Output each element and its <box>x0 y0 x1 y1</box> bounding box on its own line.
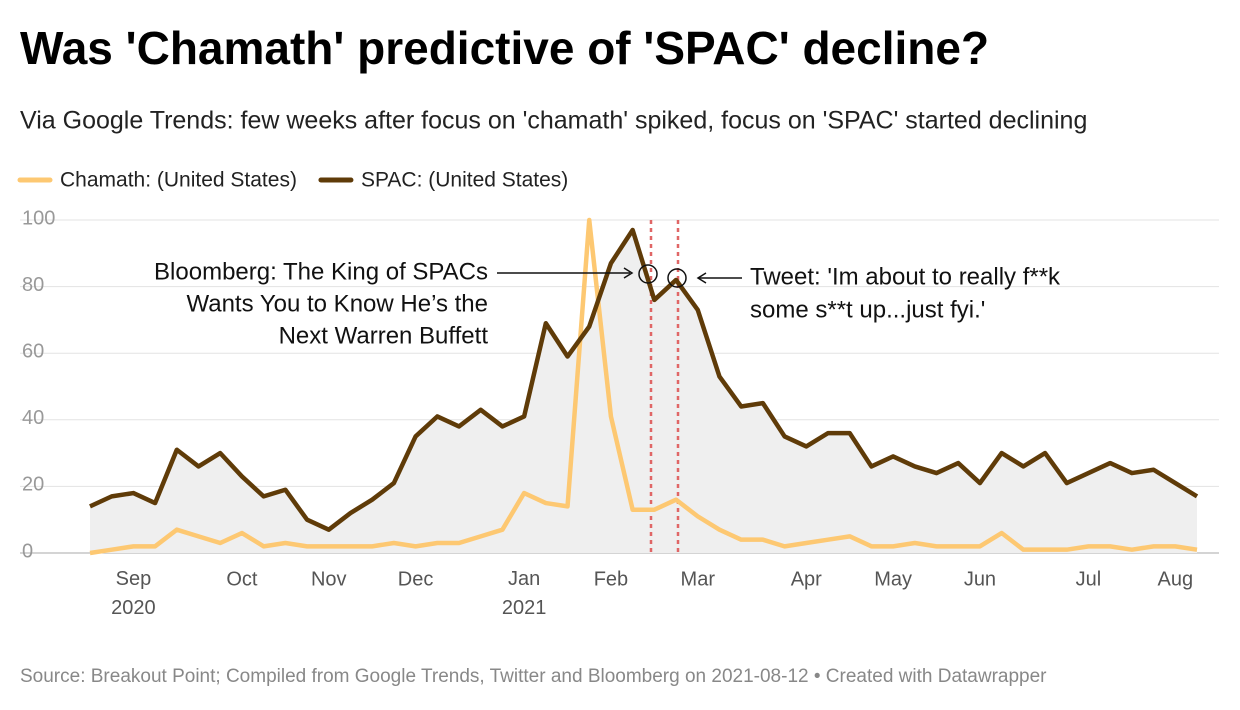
annotation-circle <box>667 268 687 288</box>
annotation-text: Tweet: 'Im about to really f**k <box>750 263 1061 290</box>
x-tick-label: Jul <box>1076 568 1102 590</box>
x-tick-label: Aug <box>1157 568 1193 590</box>
series-line <box>89 227 1199 532</box>
y-tick-label: 40 <box>22 407 44 429</box>
x-tick-label: Jan 2021 <box>502 568 547 619</box>
y-tick-label: 100 <box>22 207 55 229</box>
x-tick-label: Jun <box>964 568 996 590</box>
x-tick-label: Mar <box>681 568 716 590</box>
x-tick-label: Apr <box>791 568 822 590</box>
legend-label: SPAC: (United States) <box>361 169 568 192</box>
x-tick-label: May <box>874 568 912 590</box>
x-tick-label: Oct <box>226 568 258 590</box>
area <box>90 229 1197 554</box>
y-tick-label: 0 <box>22 540 33 562</box>
x-tick-label: Sep 2020 <box>111 568 156 619</box>
arrow-head <box>623 267 634 279</box>
annotation-text: Wants You to Know He’s the <box>186 290 488 317</box>
annotation-text: Next Warren Buffett <box>279 322 489 349</box>
chart-title: Was 'Chamath' predictive of 'SPAC' decli… <box>20 22 989 74</box>
chart-subtitle: Via Google Trends: few weeks after focus… <box>20 107 1087 135</box>
y-tick-label: 20 <box>22 474 44 496</box>
source-note: Source: Breakout Point; Compiled from Go… <box>20 666 1047 687</box>
arrow-head <box>696 272 707 284</box>
x-tick-label: Feb <box>594 568 628 590</box>
annotation-text: some s**t up...just fyi.' <box>750 296 985 323</box>
annotation-text: Bloomberg: The King of SPACs <box>154 258 488 285</box>
y-tick-label: 60 <box>22 340 44 362</box>
x-tick-label: Dec <box>398 568 434 590</box>
legend-label: Chamath: (United States) <box>60 169 297 192</box>
series-line <box>89 217 1198 556</box>
x-tick-label: Nov <box>311 568 347 590</box>
annotation-circle <box>638 264 658 284</box>
y-tick-label: 80 <box>22 274 44 296</box>
